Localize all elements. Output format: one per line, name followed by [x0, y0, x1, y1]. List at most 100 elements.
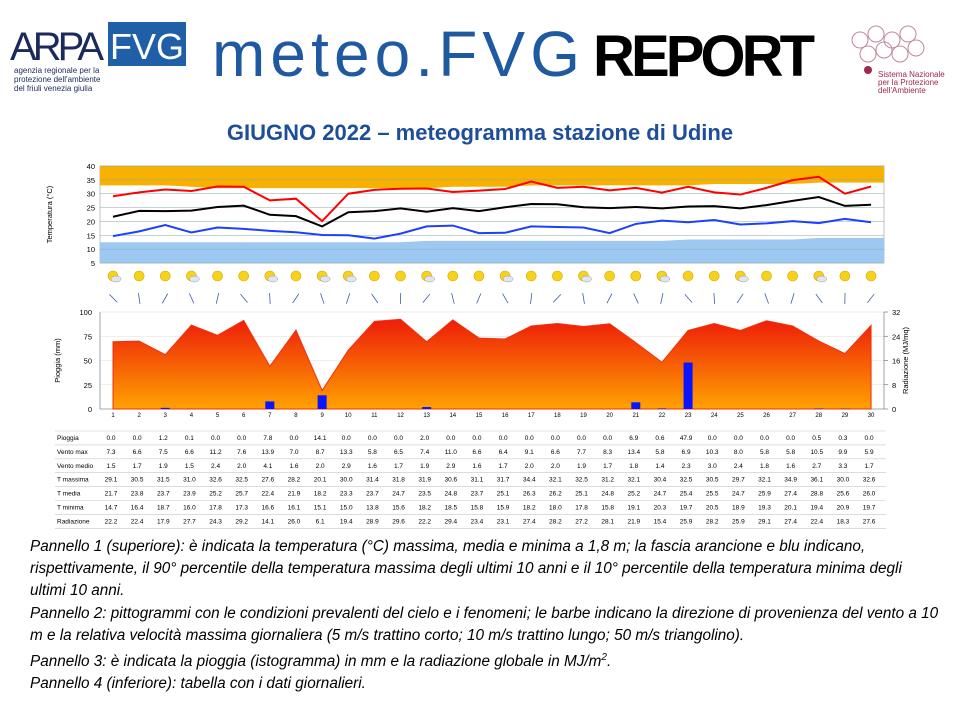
table-cell: 27.6: [863, 518, 876, 525]
table-cell: 26.3: [523, 491, 536, 498]
wind-barb: [736, 293, 744, 304]
table-cell: 32.5: [575, 477, 588, 484]
table-cell: 32.5: [235, 477, 248, 484]
table-cell: 24.7: [732, 491, 745, 498]
y-tick-label: 25: [87, 204, 95, 213]
caption-sup: 2: [601, 652, 607, 664]
table-cell: 0.6: [655, 435, 664, 442]
table-cell: 0.0: [368, 435, 377, 442]
wind-barb: [660, 293, 664, 304]
table-cell: 27.7: [183, 518, 196, 525]
weather-icon: [761, 270, 772, 282]
table-cell: 2.9: [446, 463, 455, 470]
weather-cloud: [346, 275, 357, 283]
table-cell: 6.1: [316, 518, 325, 525]
weather-icon: [395, 270, 406, 282]
weather-icon: [552, 270, 563, 282]
caption-panel-3: Pannello 3: è indicata la pioggia (istog…: [30, 647, 940, 673]
table-cell: 3.3: [838, 463, 847, 470]
rain-bar: [265, 401, 275, 409]
weather-icon: [133, 270, 145, 282]
table-cell: 1.7: [603, 463, 612, 470]
table-row-label: Vento medio: [57, 463, 94, 470]
weather-icon: [159, 270, 171, 282]
weather-icon: [865, 270, 877, 282]
weather-icon: [604, 270, 615, 282]
table-cell: 0.0: [760, 435, 769, 442]
table-row-label: Vento max: [57, 449, 88, 456]
table-cell: 27.2: [575, 518, 588, 525]
y-tick-label: 40: [87, 162, 95, 171]
temperature-line: [112, 196, 872, 228]
table-cell: 1.7: [499, 463, 508, 470]
table-cell: 1.6: [289, 463, 298, 470]
table-cell: 19.3: [758, 505, 771, 512]
table-cell: 27.4: [523, 518, 536, 525]
table-cell: 31.4: [366, 477, 379, 484]
table-cell: 24.7: [654, 491, 667, 498]
table-cell: 23.8: [131, 491, 144, 498]
weather-cloud: [267, 275, 279, 283]
weather-cloud: [581, 275, 592, 283]
wind-barb: [189, 293, 195, 304]
logo-left: ARPA: [10, 25, 104, 69]
table-cell: 0.0: [603, 435, 612, 442]
x-tick-label: 11: [371, 413, 378, 419]
weather-cloud: [738, 275, 749, 283]
weather-icon: [525, 270, 537, 282]
y-tick-label: 20: [87, 217, 95, 226]
x-tick-label: 18: [554, 413, 561, 419]
weather-cloud: [110, 275, 122, 283]
agency-line: del friuli venezia giulia: [14, 84, 93, 93]
table-cell: 13.9: [262, 449, 275, 456]
y2-tick-label: 16: [892, 357, 900, 366]
x-tick-label: 4: [190, 413, 194, 419]
brand: meteo.FVG: [212, 18, 580, 90]
table-cell: 2.7: [812, 463, 821, 470]
table-cell: 22.2: [418, 518, 431, 525]
table-cell: 17.3: [235, 505, 248, 512]
table-cell: 1.9: [159, 463, 168, 470]
table-cell: 27.6: [262, 477, 275, 484]
weather-icon: [708, 270, 720, 282]
table-cell: 22.4: [810, 518, 823, 525]
x-tick-label: 23: [685, 413, 692, 419]
y-tick-label: 0: [88, 405, 92, 414]
table-cell: 6.6: [185, 449, 194, 456]
table-cell: 28.1: [601, 518, 614, 525]
wind-barb: [138, 292, 141, 304]
table-cell: 24.7: [392, 491, 405, 498]
table-cell: 1.6: [368, 463, 377, 470]
table-cell: 26.2: [549, 491, 562, 498]
table-cell: 6.6: [551, 449, 560, 456]
table-cell: 31.2: [601, 477, 614, 484]
table-cell: 30.0: [837, 477, 850, 484]
table-cell: 0.0: [472, 435, 481, 442]
wind-barb: [109, 294, 118, 303]
table-cell: 15.6: [392, 505, 405, 512]
x-tick-label: 14: [449, 413, 456, 419]
table-row-label: Radiazione: [57, 518, 90, 525]
table-cell: 23.7: [471, 491, 484, 498]
table-cell: 0.0: [106, 435, 115, 442]
table-cell: 6.6: [472, 449, 481, 456]
table-cell: 1.8: [760, 463, 769, 470]
table-cell: 23.1: [497, 518, 510, 525]
table-cell: 18.2: [418, 505, 431, 512]
table-cell: 0.0: [734, 435, 743, 442]
table-cell: 19.7: [863, 505, 876, 512]
table-cell: 22.4: [262, 491, 275, 498]
weather-cloud: [424, 275, 435, 283]
table-cell: 31.8: [392, 477, 405, 484]
table-cell: 31.5: [157, 477, 170, 484]
table-cell: 29.6: [392, 518, 405, 525]
weather-icon: [787, 270, 798, 282]
table-cell: 30.5: [131, 477, 144, 484]
table-cell: 25.7: [235, 491, 248, 498]
table-cell: 1.7: [394, 463, 403, 470]
table-cell: 11.0: [445, 449, 458, 456]
table-cell: 0.0: [786, 435, 795, 442]
table-cell: 18.9: [732, 505, 745, 512]
table-cell: 1.8: [629, 463, 638, 470]
y2-tick-label: 24: [892, 332, 900, 341]
